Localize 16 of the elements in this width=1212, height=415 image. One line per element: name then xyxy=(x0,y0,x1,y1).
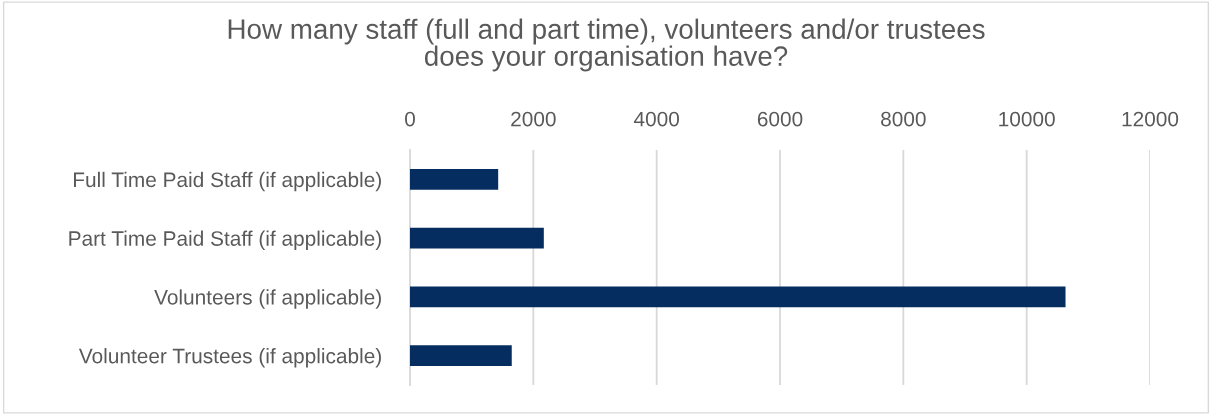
x-tick-label: 6000 xyxy=(757,111,803,127)
bar xyxy=(410,227,544,249)
x-tick-label: 10000 xyxy=(999,111,1055,127)
y-tick-label: Full Time Paid Staff (if applicable) xyxy=(74,171,381,192)
bar xyxy=(410,345,512,366)
y-tick-label: Volunteer Trustees (if applicable) xyxy=(78,348,381,368)
x-tick-label: 12000 xyxy=(1122,111,1179,127)
x-tick-label: 2000 xyxy=(511,111,556,127)
x-tick-label: 4000 xyxy=(633,111,680,127)
bar xyxy=(410,169,499,190)
y-tick-label: Part Time Paid Staff (if applicable) xyxy=(69,230,381,250)
y-tick-label: Volunteers (if applicable) xyxy=(154,289,381,309)
x-tick-label: 0 xyxy=(405,111,415,127)
bar xyxy=(410,286,1066,308)
chart-title: How many staff (full and part time), volunteers and/or trustees does your organisation have? xyxy=(228,18,985,72)
x-tick-label: 8000 xyxy=(881,111,926,127)
